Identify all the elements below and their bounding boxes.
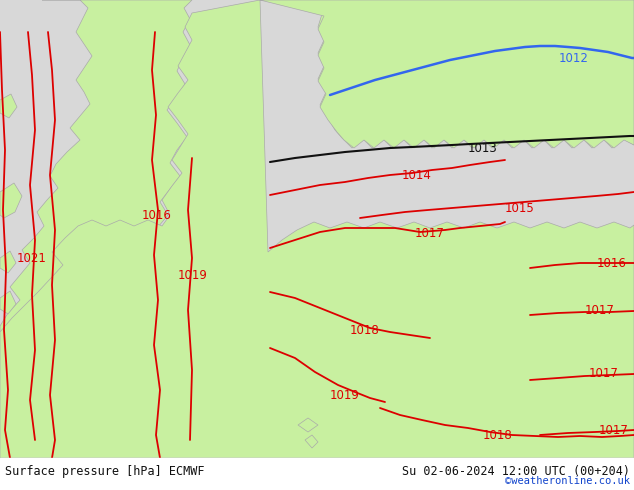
Text: Surface pressure [hPa] ECMWF: Surface pressure [hPa] ECMWF — [5, 465, 205, 478]
Text: 1015: 1015 — [505, 201, 535, 215]
Text: 1017: 1017 — [589, 367, 619, 379]
Text: 1018: 1018 — [483, 428, 513, 441]
Text: 1013: 1013 — [468, 142, 498, 154]
Polygon shape — [305, 435, 318, 448]
Text: 1017: 1017 — [585, 303, 615, 317]
Text: 1016: 1016 — [142, 209, 172, 221]
Polygon shape — [0, 291, 16, 314]
Polygon shape — [0, 251, 16, 273]
Text: Su 02-06-2024 12:00 UTC (00+204): Su 02-06-2024 12:00 UTC (00+204) — [402, 465, 630, 478]
Polygon shape — [0, 183, 22, 218]
Polygon shape — [0, 0, 634, 458]
Text: 1018: 1018 — [350, 323, 380, 337]
Text: 1012: 1012 — [559, 51, 589, 65]
Text: 1016: 1016 — [597, 256, 627, 270]
Text: 1019: 1019 — [330, 389, 360, 401]
Text: 1014: 1014 — [402, 169, 432, 181]
Polygon shape — [318, 0, 634, 148]
Text: 1021: 1021 — [17, 251, 47, 265]
Text: 1019: 1019 — [178, 269, 208, 281]
Polygon shape — [0, 94, 17, 118]
Bar — [0, 458, 634, 490]
Polygon shape — [0, 0, 192, 458]
Text: ©weatheronline.co.uk: ©weatheronline.co.uk — [505, 476, 630, 486]
Text: 1017: 1017 — [599, 423, 629, 437]
Polygon shape — [0, 363, 16, 385]
Text: 1017: 1017 — [415, 226, 445, 240]
Polygon shape — [298, 418, 318, 432]
